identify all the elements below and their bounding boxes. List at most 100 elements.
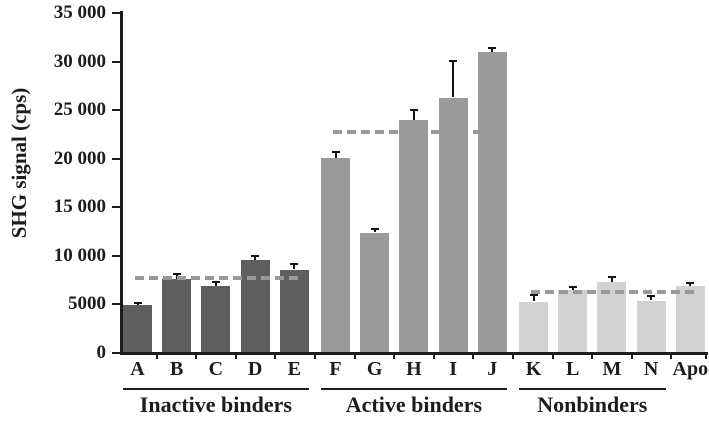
x-axis-tick — [195, 354, 198, 359]
bar — [477, 51, 507, 353]
x-axis-tick — [354, 354, 357, 359]
error-bar — [491, 48, 494, 52]
x-category-label: B — [170, 358, 184, 380]
x-category-label: J — [487, 358, 498, 380]
bar — [201, 286, 231, 353]
error-bar — [334, 153, 337, 158]
bar — [123, 305, 152, 353]
error-bar-cap — [647, 295, 656, 298]
group-underline — [519, 388, 666, 390]
bar — [519, 301, 548, 353]
error-bar — [532, 296, 535, 302]
error-bar — [373, 229, 376, 233]
x-category-label: Apo — [672, 358, 709, 380]
x-axis-tick — [705, 354, 707, 359]
y-axis-tick — [112, 352, 121, 354]
x-category-label: I — [449, 358, 457, 380]
group-underline — [123, 388, 309, 390]
error-bar-cap — [290, 263, 299, 266]
bar — [597, 282, 627, 353]
bar — [240, 259, 270, 353]
x-axis-tick — [471, 354, 474, 359]
y-tick-label: 35 000 — [53, 2, 106, 23]
bar — [558, 289, 588, 353]
error-bar — [689, 284, 692, 286]
x-axis-tick — [234, 354, 237, 359]
threshold-dashed-line — [135, 276, 303, 281]
bar — [675, 286, 705, 353]
group-underline — [321, 388, 507, 390]
bar — [162, 279, 192, 353]
error-bar — [650, 297, 653, 301]
error-bar-cap — [331, 151, 340, 154]
x-category-label: D — [247, 358, 263, 380]
x-axis-tick — [432, 354, 435, 359]
error-bar — [254, 256, 257, 260]
error-bar-cap — [409, 108, 418, 111]
group-label: Active binders — [345, 392, 483, 417]
x-axis-tick — [511, 354, 514, 359]
y-tick-label: 10 000 — [53, 244, 106, 266]
y-tick-label: 15 000 — [53, 196, 106, 218]
error-bar-cap — [172, 272, 181, 275]
error-bar-cap — [607, 275, 616, 278]
bar — [438, 97, 468, 353]
error-bar-cap — [370, 227, 379, 230]
y-tick-label: 20 000 — [53, 147, 106, 169]
bar — [321, 157, 350, 353]
error-bar — [412, 110, 415, 120]
x-category-label: K — [525, 358, 542, 380]
x-category-label: L — [566, 358, 580, 380]
error-bar — [136, 303, 139, 306]
error-bar — [214, 282, 217, 286]
bar — [360, 232, 390, 353]
group-label: Inactive binders — [139, 392, 292, 417]
y-axis-tick — [112, 303, 121, 306]
x-axis-line — [120, 352, 708, 355]
x-axis-tick — [669, 354, 672, 359]
y-axis-tick — [112, 109, 121, 112]
y-axis-tick — [112, 12, 121, 14]
x-category-label: M — [602, 358, 622, 380]
x-axis-tick — [313, 354, 316, 359]
bar — [399, 119, 429, 353]
x-axis-tick — [393, 354, 396, 359]
y-tick-label: 5000 — [68, 293, 106, 315]
x-axis-tick — [156, 354, 159, 359]
y-axis-tick — [112, 254, 121, 257]
threshold-dashed-line — [531, 289, 699, 294]
y-axis-line — [120, 11, 123, 355]
bar — [636, 300, 666, 353]
threshold-dashed-line — [333, 129, 501, 134]
x-axis-tick — [630, 354, 633, 359]
error-bar-cap — [211, 280, 220, 283]
x-axis-tick — [591, 354, 594, 359]
error-bar-cap — [133, 301, 142, 304]
x-category-label: A — [130, 358, 145, 380]
x-category-label: E — [287, 358, 301, 380]
error-bar-cap — [568, 285, 577, 288]
x-axis-tick — [552, 354, 555, 359]
error-bar — [610, 277, 613, 283]
y-axis-tick — [112, 60, 121, 63]
x-category-label: C — [208, 358, 224, 380]
error-bar-cap — [251, 254, 260, 257]
error-bar — [293, 265, 296, 270]
x-category-label: N — [643, 358, 659, 380]
y-tick-label: 25 000 — [53, 99, 106, 121]
x-category-label: G — [366, 358, 383, 380]
y-axis-tick — [112, 206, 121, 209]
x-axis-tick — [273, 354, 276, 359]
y-tick-label: 0 — [96, 342, 107, 363]
y-axis-tick — [112, 157, 121, 160]
group-label: Nonbinders — [537, 392, 648, 417]
error-bar — [571, 287, 574, 290]
y-tick-label: 30 000 — [53, 50, 106, 72]
error-bar — [452, 61, 455, 98]
error-bar-cap — [449, 59, 458, 62]
x-category-label: H — [406, 358, 422, 380]
bar — [279, 269, 309, 353]
error-bar-cap — [529, 294, 538, 297]
